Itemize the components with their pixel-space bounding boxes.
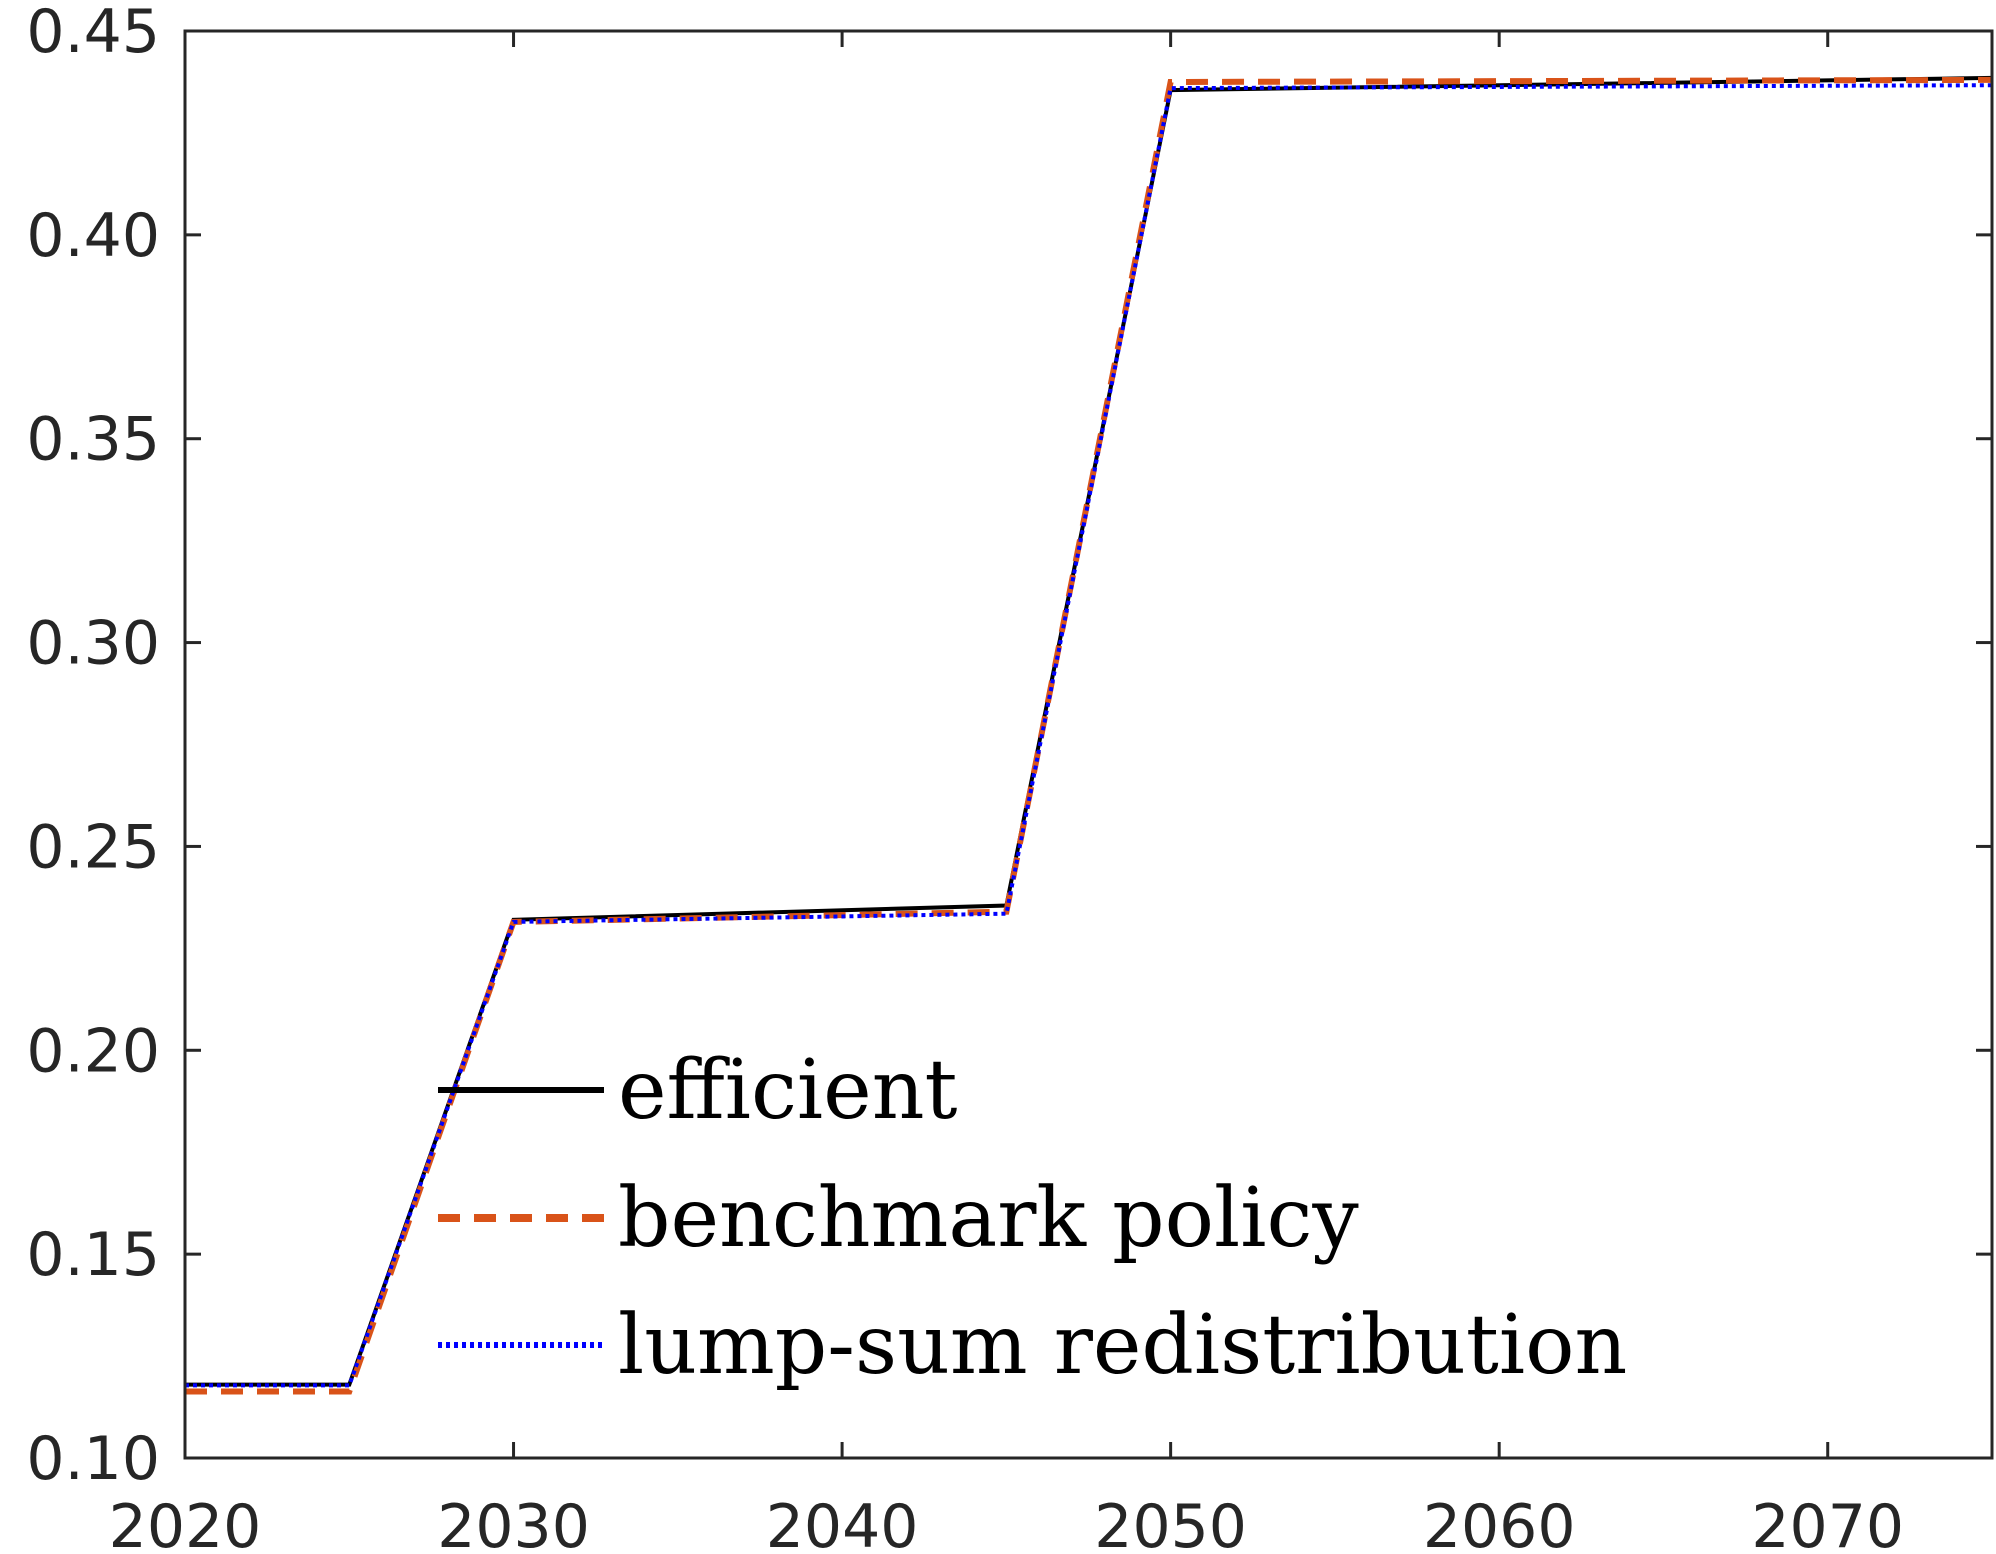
legend-label-1: efficient	[618, 1043, 957, 1138]
plot-area-frame	[183, 29, 1994, 1460]
x-tick-label: 2020	[109, 1492, 262, 1554]
x-tick-label: 2060	[1423, 1492, 1576, 1554]
x-tick-label: 2040	[766, 1492, 919, 1554]
series-line-2	[185, 76, 1993, 1395]
legend-label-2: benchmark policy	[618, 1171, 1359, 1266]
legend-label-3: lump-sum redistribution	[618, 1298, 1627, 1393]
y-tick-label: 0.45	[26, 0, 160, 67]
axis-tick-labels: 2020 2030 2040 2050 2060 2070 0.10 0.15 0.20 0.25…	[26, 0, 1904, 1554]
x-tick-label: 2050	[1094, 1492, 1247, 1554]
x-tick-label: 2030	[437, 1492, 590, 1554]
legend: efficient benchmark policy lump-sum redist…	[438, 1043, 1627, 1393]
axis-ticks	[183, 29, 1992, 1460]
y-tick-label: 0.25	[26, 812, 160, 882]
x-tick-label: 2070	[1751, 1492, 1904, 1554]
series-layer	[185, 75, 1993, 1395]
y-tick-label: 0.35	[26, 405, 160, 475]
y-tick-label: 0.20	[26, 1016, 160, 1086]
y-tick-label: 0.30	[26, 609, 160, 679]
series-line-3	[185, 83, 1993, 1388]
y-tick-label: 0.10	[26, 1424, 160, 1494]
y-tick-label: 0.15	[26, 1220, 160, 1290]
y-tick-label: 0.40	[26, 201, 160, 271]
